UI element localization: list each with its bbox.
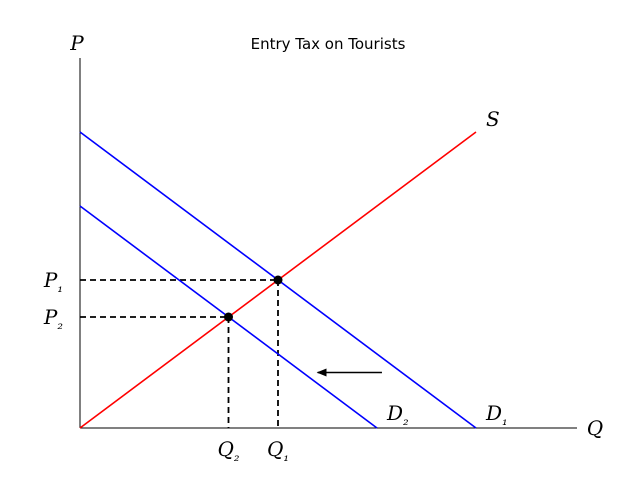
curve-label-d2: D₂ — [386, 401, 409, 429]
equilibrium-points — [224, 275, 283, 322]
tick-label-p1: P₁ — [43, 268, 63, 296]
y-axis-label: P — [69, 31, 84, 55]
equilibrium-point-q1 — [273, 275, 283, 285]
curve-label-s: S — [486, 107, 500, 131]
curve-labels: S D₁ D₂ — [386, 107, 508, 429]
equilibrium-point-q2 — [224, 312, 233, 322]
tick-label-q2: Q₂ — [217, 437, 239, 465]
tick-label-p2: P₂ — [43, 305, 63, 333]
tick-label-q1: Q₁ — [267, 437, 289, 465]
curve-label-d1: D₁ — [485, 401, 508, 429]
x-axis-label: Q — [587, 416, 603, 440]
chart-title: Entry Tax on Tourists — [251, 35, 406, 53]
tick-labels: P₁ Q₁ P₂ Q₂ — [43, 268, 289, 465]
